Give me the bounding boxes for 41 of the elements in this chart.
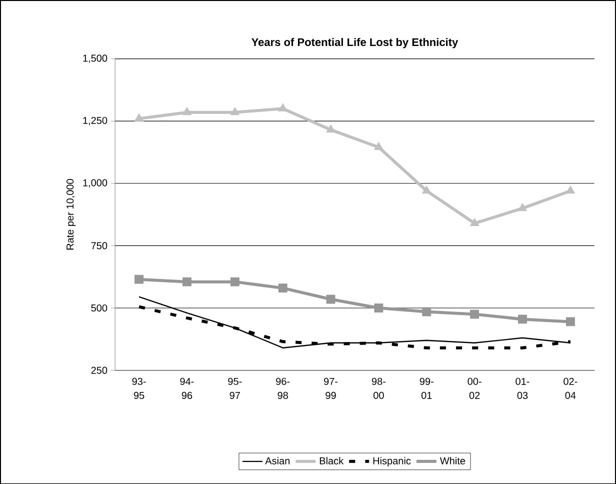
y-tick-label: 500 <box>91 304 108 312</box>
y-axis-title: Rate per 10,000 <box>66 178 76 250</box>
x-tick-label: 00-02 <box>468 378 482 399</box>
x-tick-label: 94-96 <box>180 378 194 399</box>
point <box>326 294 336 304</box>
point <box>182 277 192 286</box>
legend-label: White <box>440 456 466 464</box>
x-tick-label: 01-03 <box>516 378 530 399</box>
x-tick-label: 98-00 <box>372 378 386 399</box>
point <box>278 283 288 292</box>
x-tick-label: 93-95 <box>132 378 146 399</box>
point <box>374 303 384 312</box>
y-tick-label: 1,500 <box>83 54 108 63</box>
point <box>134 113 144 122</box>
point <box>470 218 480 226</box>
point <box>422 185 432 194</box>
x-tick-label: 96-98 <box>276 378 290 399</box>
point <box>134 274 144 284</box>
y-tick-label: 1,250 <box>83 116 108 126</box>
point <box>518 314 527 324</box>
point <box>566 185 576 194</box>
point <box>230 277 240 286</box>
y-tick-label: 250 <box>91 366 108 374</box>
point <box>230 106 240 115</box>
point <box>566 317 575 326</box>
point <box>182 106 192 115</box>
chart-title: Years of Potential Life Lost by Ethnicity <box>252 38 458 48</box>
point <box>374 142 384 150</box>
point <box>518 202 528 211</box>
point <box>422 307 432 316</box>
point <box>470 310 480 319</box>
y-tick-label: 1,000 <box>83 179 108 188</box>
x-tick-label: 99-01 <box>420 378 434 399</box>
x-tick-label: 02-04 <box>564 378 578 399</box>
point <box>326 124 336 132</box>
x-tick-label: 95-97 <box>228 378 242 399</box>
x-tick-label: 97-99 <box>324 378 338 399</box>
legend-label: Asian <box>265 456 290 464</box>
legend-label: Hispanic <box>373 456 411 466</box>
legend-label: Black <box>320 456 344 464</box>
y-tick-label: 750 <box>91 242 108 250</box>
